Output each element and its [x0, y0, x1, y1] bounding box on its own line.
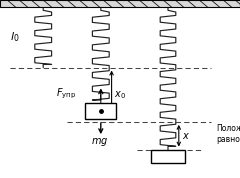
Text: $x_0$: $x_0$ [114, 89, 126, 101]
Text: $x$: $x$ [182, 131, 190, 141]
Text: $l_0$: $l_0$ [10, 30, 19, 44]
Text: Положение
равновесия: Положение равновесия [216, 124, 240, 144]
Bar [0, 0, 240, 7]
Text: $\boldsymbol{F_{\mathregular{упр}}}$: $\boldsymbol{F_{\mathregular{упр}}}$ [56, 86, 76, 101]
Bar [151, 150, 185, 163]
Text: $mg$: $mg$ [91, 136, 108, 148]
Bar [85, 103, 116, 119]
